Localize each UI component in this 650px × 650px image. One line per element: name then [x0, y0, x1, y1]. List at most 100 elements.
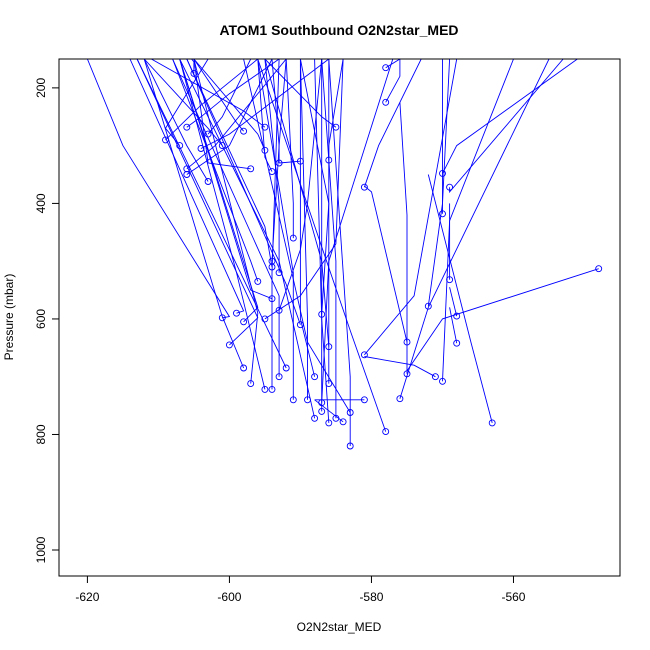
data-point-35	[289, 234, 297, 242]
data-point-20	[261, 385, 269, 393]
data-point-36	[296, 321, 304, 329]
series-line-56	[385, 59, 401, 103]
y-tick-label: 400	[34, 193, 48, 213]
data-point-70	[488, 419, 496, 427]
data-point-18	[240, 127, 248, 135]
series-line-32	[172, 59, 280, 377]
data-point-28	[261, 123, 269, 131]
series-line-20	[179, 59, 266, 390]
data-point-31	[275, 306, 283, 314]
series-line-48	[264, 59, 337, 128]
data-point-65	[439, 169, 446, 177]
data-point-46	[325, 156, 333, 164]
x-tick-label: -600	[217, 590, 241, 604]
series-line-58	[399, 59, 550, 399]
series-line-22	[179, 59, 273, 300]
data-point-45	[325, 380, 333, 388]
series-line-15	[193, 59, 259, 384]
y-tick-label: 1000	[34, 536, 48, 563]
series-line-23	[186, 59, 273, 268]
data-point-11	[225, 341, 233, 349]
data-point-40	[318, 407, 326, 415]
data-point-50	[346, 442, 354, 450]
data-point-10	[218, 314, 226, 322]
x-axis: -620 -600 -580 -560	[75, 576, 526, 604]
series-line-54	[363, 59, 422, 188]
data-point-9	[218, 142, 226, 150]
data-point-60	[403, 370, 411, 378]
series-line-8	[186, 59, 273, 175]
data-point-4	[204, 130, 212, 138]
series-line-38	[179, 59, 316, 419]
data-point-47	[332, 414, 340, 422]
series-line-21	[271, 59, 280, 390]
data-point-14	[240, 364, 248, 372]
x-tick-label: -560	[501, 590, 525, 604]
points-layer	[162, 64, 603, 450]
data-point-55	[382, 428, 390, 436]
data-point-54	[360, 183, 368, 191]
data-point-30	[296, 157, 304, 165]
series-line-26	[257, 59, 273, 172]
data-point-48	[332, 123, 340, 131]
data-point-64	[439, 210, 446, 218]
data-point-51	[346, 409, 354, 416]
series-line-10	[86, 59, 231, 319]
series-line-4	[207, 59, 252, 135]
data-point-8	[183, 171, 191, 178]
data-point-17	[247, 165, 255, 173]
series-line-70	[427, 174, 493, 424]
series-line-2	[186, 59, 280, 128]
series-line-19	[264, 59, 344, 320]
data-point-3	[190, 69, 198, 77]
data-point-37	[304, 396, 311, 404]
series-line-25	[264, 59, 280, 273]
y-axis: 200 400 600 800 1000	[34, 78, 59, 563]
data-point-38	[311, 414, 319, 422]
data-point-27	[261, 146, 269, 154]
series-line-66	[449, 59, 564, 194]
series-line-49	[314, 399, 344, 423]
data-point-24	[268, 257, 276, 265]
data-point-66	[446, 183, 454, 191]
series-line-17	[193, 59, 251, 170]
data-point-62	[431, 373, 439, 381]
data-point-59	[403, 338, 411, 346]
data-point-16	[254, 277, 262, 285]
data-point-44	[325, 343, 333, 351]
chart-title: ATOM1 Southbound O2N2star_MED	[219, 22, 458, 38]
data-point-19	[261, 315, 269, 323]
data-point-26	[268, 168, 276, 176]
series-line-37	[299, 59, 308, 400]
data-point-33	[282, 364, 290, 372]
data-point-1	[176, 142, 184, 150]
data-point-43	[325, 419, 333, 427]
series-line-35	[285, 59, 294, 239]
series-line-71	[406, 268, 599, 372]
series-line-36	[186, 59, 301, 325]
series-line-47	[321, 59, 337, 419]
data-point-49	[339, 418, 347, 426]
y-tick-label: 200	[34, 78, 48, 98]
data-point-13	[240, 318, 248, 326]
series-line-0	[165, 59, 259, 141]
series-line-9	[143, 59, 223, 146]
data-point-22	[268, 295, 276, 303]
data-point-2	[183, 123, 191, 131]
x-axis-label: O2N2star_MED	[297, 620, 382, 634]
series-line-12	[129, 59, 245, 314]
series-line-65	[442, 59, 578, 174]
y-tick-label: 600	[34, 309, 48, 329]
series-line-34	[257, 59, 294, 400]
series-line-43	[321, 59, 330, 423]
y-tick-label: 800	[34, 424, 48, 444]
series-line-14	[143, 59, 245, 369]
data-point-12	[233, 309, 240, 317]
data-point-71	[595, 265, 603, 273]
series-line-18	[193, 59, 244, 132]
data-point-58	[396, 395, 404, 403]
series-line-62	[364, 356, 436, 378]
series-line-69	[449, 307, 458, 344]
data-point-42	[318, 310, 326, 318]
